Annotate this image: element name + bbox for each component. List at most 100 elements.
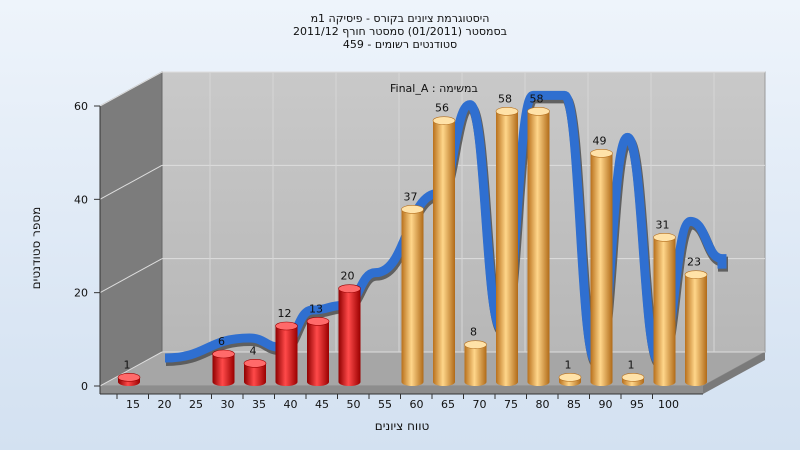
- x-tick-label: 35: [252, 398, 266, 411]
- bar-top: [653, 233, 676, 242]
- grid-line-left: [99, 351, 163, 387]
- bar-top: [117, 373, 141, 382]
- floor-edge: [100, 386, 703, 394]
- x-tick-label: 65: [441, 398, 455, 411]
- x-axis-label: טווח ציונים: [375, 419, 430, 433]
- data-label: 23: [687, 256, 701, 269]
- chart-subtitle-registered: 459 - סטודנטים רשומים: [342, 38, 458, 51]
- bar-body: [244, 363, 266, 386]
- chart-subtitle-semester: בסמסטר (01/2011) סמסטר חורף 2011/12: [293, 25, 507, 38]
- x-tick-label: 30: [221, 398, 235, 411]
- bar-top: [275, 321, 298, 331]
- data-label: 58: [498, 92, 512, 105]
- bar-body: [685, 274, 707, 386]
- x-tick-label: 80: [536, 398, 550, 411]
- bar: [558, 373, 582, 386]
- x-tick-label: 70: [473, 398, 487, 411]
- bar: [653, 233, 676, 386]
- y-tick-label: 60: [74, 100, 88, 113]
- grid-line-left: [99, 164, 163, 200]
- data-label: 6: [218, 335, 225, 348]
- bars-group: [117, 107, 708, 387]
- bar-body: [464, 344, 487, 386]
- y-tick-label: 0: [81, 380, 88, 393]
- bar: [275, 321, 298, 386]
- y-ticks-group: 0 20 40 60: [74, 100, 100, 393]
- data-label: 37: [404, 190, 418, 203]
- bar: [117, 373, 141, 386]
- grid-line-left: [99, 71, 163, 107]
- data-label: 20: [341, 270, 355, 283]
- floor-side: [703, 352, 765, 394]
- data-labels-group: 1 6 4 12 13 20 37 56 8 58 58 1 49 1 31 23: [124, 92, 702, 371]
- bar-top: [684, 270, 708, 279]
- bar-top: [527, 107, 550, 116]
- data-label: 1: [565, 358, 572, 371]
- bar: [432, 116, 456, 387]
- x-tick-label: 40: [284, 398, 298, 411]
- legend-label: Final_A : במשימה: [390, 82, 478, 95]
- data-label: 8: [470, 326, 477, 339]
- y-tick-label: 40: [74, 193, 88, 206]
- x-tick-label: 25: [189, 398, 203, 411]
- data-label: 13: [309, 302, 323, 315]
- bar: [401, 205, 424, 386]
- bar-top: [306, 317, 330, 326]
- bar-body: [401, 209, 424, 386]
- bar: [684, 270, 708, 386]
- grid-line-left: [99, 258, 163, 294]
- bar-body: [338, 288, 361, 386]
- bar-body: [212, 354, 235, 386]
- x-ticks-group: 15 20 25 30 35 40 45 50 55 60 65 70 75 80 85 90 95 100: [116, 394, 679, 411]
- y-tick-label: 20: [74, 287, 88, 300]
- bar-top: [212, 349, 235, 359]
- data-label: 31: [656, 218, 670, 231]
- data-label: 4: [250, 344, 257, 357]
- bar-top: [464, 340, 487, 349]
- x-tick-label: 100: [658, 398, 679, 411]
- data-label: 58: [530, 92, 544, 105]
- bar-body: [653, 237, 676, 386]
- bar-body: [307, 321, 329, 386]
- bar-body: [496, 111, 518, 386]
- x-tick-label: 55: [378, 398, 392, 411]
- data-label: 12: [278, 307, 292, 320]
- x-tick-label: 50: [347, 398, 361, 411]
- y-axis-label: מספר סטודנטים: [29, 207, 43, 290]
- data-label: 56: [435, 102, 449, 115]
- bar-top: [495, 107, 519, 116]
- x-tick-label: 95: [630, 398, 644, 411]
- x-tick-label: 90: [599, 398, 613, 411]
- x-tick-label: 15: [126, 398, 140, 411]
- bar: [464, 340, 487, 386]
- x-tick-label: 20: [158, 398, 172, 411]
- data-label: 1: [124, 358, 131, 371]
- data-label: 49: [593, 134, 607, 147]
- x-tick-label: 60: [410, 398, 424, 411]
- x-tick-label: 45: [315, 398, 329, 411]
- data-label: 1: [628, 358, 635, 371]
- bar: [621, 373, 645, 386]
- bar: [338, 284, 361, 386]
- bar: [243, 359, 267, 386]
- bar-top: [432, 116, 456, 125]
- bar-top: [401, 205, 424, 214]
- left-wall: [99, 71, 163, 387]
- bar-body: [275, 326, 298, 386]
- bar: [527, 107, 550, 386]
- x-tick-label: 75: [504, 398, 518, 411]
- bar: [306, 317, 330, 386]
- bar-body: [527, 111, 550, 386]
- bar: [212, 349, 235, 386]
- bar-top: [590, 149, 613, 158]
- bar-top: [243, 359, 267, 368]
- bar-top: [558, 373, 582, 382]
- bar-top: [338, 284, 361, 293]
- bar: [590, 149, 613, 386]
- bar-top: [621, 373, 645, 382]
- bar: [495, 107, 519, 386]
- x-tick-label: 85: [567, 398, 581, 411]
- chart-title: היסטוגרמת ציונים בקורס - פיסיקה 1מ: [310, 12, 490, 25]
